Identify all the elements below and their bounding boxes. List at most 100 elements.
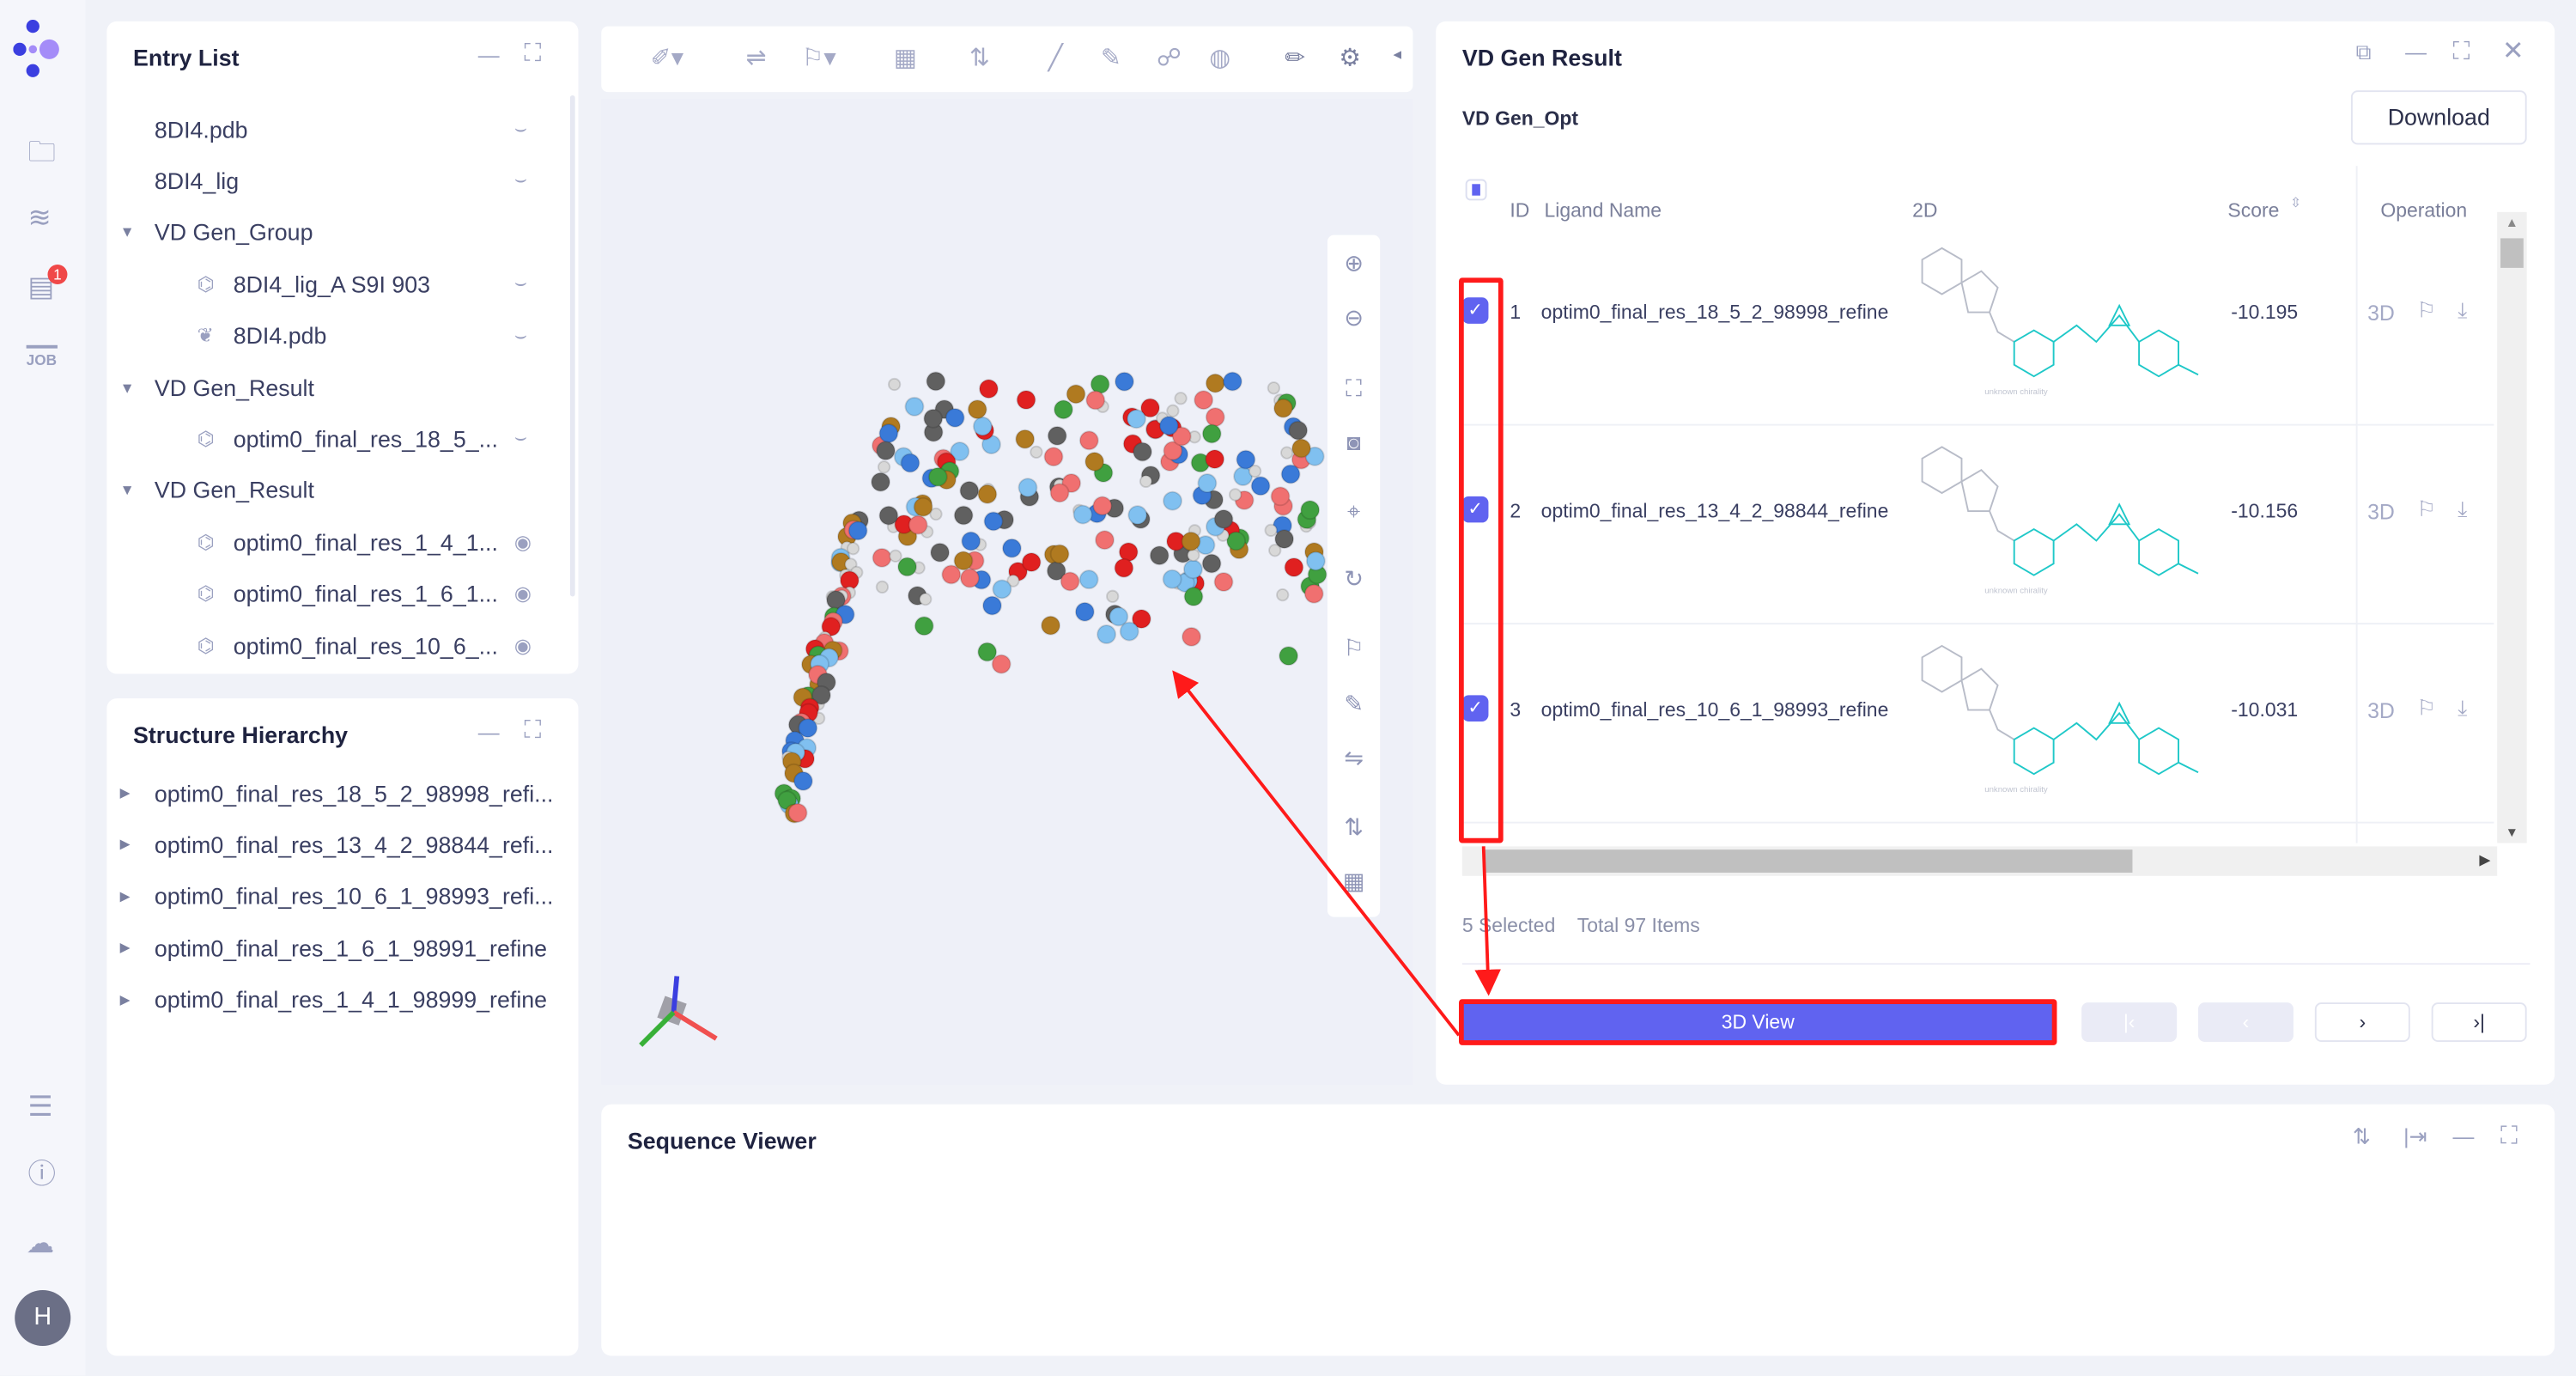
help-icon[interactable]: ⓘ [27,1158,57,1190]
caret-down-icon[interactable]: ▼ [119,482,135,499]
entry-item[interactable]: ⌬ optim0_final_res_1_4_1... ◉ [106,516,567,567]
col-score[interactable]: Score [2227,198,2280,222]
eye-closed-icon[interactable]: ⌣ [513,426,527,450]
row-checkbox[interactable]: ✓ [1461,496,1489,523]
prev-page-button[interactable]: ‹ [2197,1002,2293,1043]
style-icon[interactable]: ⇋ [1344,744,1364,771]
caret-right-icon[interactable]: ▶ [119,991,131,1008]
job-icon[interactable]: JOB [26,344,58,368]
layers-flask-icon[interactable]: ≋ [27,202,52,234]
download-icon[interactable]: ⤓ [2458,496,2468,521]
edit-icon[interactable]: ✏ [1285,44,1306,73]
minimize-icon[interactable]: — [2405,39,2427,64]
caret-down-icon[interactable]: ▼ [119,223,135,240]
eye-closed-icon[interactable]: ⌣ [513,271,527,295]
bookmark-add-icon[interactable]: ⚐ [2416,297,2436,323]
maximize-icon[interactable]: ⛶ [2452,38,2470,66]
hierarchy-item[interactable]: ▶ optim0_final_res_1_6_1_98991_refine [106,922,567,973]
surface-icon[interactable]: ▦ [893,44,917,73]
maximize-icon[interactable]: ⛶ [524,39,542,68]
list-icon[interactable]: ☰ [27,1091,53,1123]
swap-icon[interactable]: ⇅ [2352,1123,2371,1149]
screenshot-icon[interactable]: ◙ [1346,429,1361,455]
caret-right-icon[interactable]: ▶ [119,940,131,955]
measure-icon[interactable]: ✎ [1344,690,1364,717]
table-row[interactable]: ✓ 3 optim0_final_res_10_6_1_98993_refine… [1459,624,2494,824]
rotate-icon[interactable]: ↻ [1344,565,1364,592]
close-icon[interactable]: ✕ [2501,38,2524,66]
avatar[interactable]: H [15,1289,71,1346]
entry-item[interactable]: ▼ VD Gen_Result [106,362,567,412]
settings-icon[interactable]: ⚙ [1339,44,1362,73]
vertical-scrollbar[interactable]: ▲ ▼ [2497,211,2527,843]
hierarchy-item[interactable]: ▶ optim0_final_res_1_4_1_98999_refine [106,974,567,1025]
new-folder-icon[interactable]: 🗀 [27,136,57,168]
caret-right-icon[interactable]: ▶ [119,785,131,801]
entry-item[interactable]: ▼ VD Gen_Group [106,207,567,258]
cloud-icon[interactable]: ☁ [26,1227,55,1259]
row-checkbox[interactable]: ✓ [1461,297,1489,324]
minimize-icon[interactable]: — [2452,1123,2475,1149]
caret-down-icon[interactable]: ▼ [119,379,135,396]
entry-item[interactable]: ▼ VD Gen_Result [106,465,567,515]
last-page-button[interactable]: ›| [2431,1002,2527,1043]
wrap-icon[interactable]: |⇥ [2403,1123,2427,1149]
3d-view-button[interactable]: 3D View [1459,999,2057,1045]
link-icon[interactable]: ☍ [1156,44,1182,73]
caret-right-icon[interactable]: ▶ [119,888,131,904]
hierarchy-item[interactable]: ▶ optim0_final_res_10_6_1_98993_refi... [106,871,567,922]
entry-item[interactable]: ⌬ optim0_final_res_10_6_... ◉ [106,619,567,670]
table-row[interactable]: ✓ 2 optim0_final_res_13_4_2_98844_refine… [1459,426,2494,625]
entry-item[interactable]: ⌬ 8DI4_lig_A S9I 903 ⌣ [106,259,567,309]
3d-viewer[interactable]: ⊕ ⊖ ⛶ ◙ ⌖ ↻ ⚐ ✎ ⇋ ⇅ ▦ [601,98,1413,1085]
table-row[interactable]: ✓ 1 optim0_final_res_18_5_2_98998_refine… [1459,227,2494,426]
bookmark-icon[interactable]: ⚐▾ [801,44,836,73]
surface-icon[interactable]: ▦ [1342,868,1365,894]
maximize-icon[interactable]: ⛶ [2500,1122,2518,1151]
eye-closed-icon[interactable]: ⌣ [513,116,527,140]
pen-icon[interactable]: ✐▾ [650,44,684,73]
caret-right-icon[interactable]: ▶ [119,837,131,852]
popout-icon[interactable]: ⧉ [2355,39,2372,64]
entry-item[interactable]: 8DI4_lig ⌣ [106,155,567,206]
hierarchy-item[interactable]: ▶ optim0_final_res_18_5_2_98998_refi... [106,768,567,819]
eye-icon[interactable]: ◉ [513,581,532,606]
maximize-icon[interactable]: ⛶ [524,716,542,745]
eye-closed-icon[interactable]: ⌣ [513,323,527,346]
first-page-button[interactable]: |‹ [2081,1002,2178,1043]
entry-item[interactable]: 8DI4.pdb ⌣ [106,104,567,155]
3d-link[interactable]: 3D [2367,698,2395,723]
overlay-icon[interactable]: ◍ [1209,44,1231,73]
sort-icon[interactable]: ⇳ [2290,195,2301,210]
zoom-in-icon[interactable]: ⊕ [1344,249,1364,277]
zoom-out-icon[interactable]: ⊖ [1344,303,1364,331]
swap-icon[interactable]: ⇅ [969,44,990,73]
eye-icon[interactable]: ◉ [513,530,532,554]
entry-item[interactable]: ❦ 8DI4.pdb ⌣ [106,310,567,361]
minimize-icon[interactable]: — [477,42,500,68]
horizontal-scrollbar[interactable]: ▶ [1461,846,2498,876]
entry-item[interactable]: ⌬ optim0_final_res_18_5_... ⌣ [106,413,567,464]
download-icon[interactable]: ⤓ [2458,695,2468,721]
minimize-icon[interactable]: — [477,720,500,745]
3d-link[interactable]: 3D [2367,301,2395,326]
center-icon[interactable]: ⌖ [1346,497,1361,525]
fit-view-icon[interactable]: ⛶ [1346,374,1362,401]
bookmark-add-icon[interactable]: ⚐ [2416,695,2436,721]
row-checkbox[interactable]: ✓ [1461,695,1489,721]
collapse-icon[interactable]: ◂ [1393,46,1402,64]
eye-icon[interactable]: ◉ [513,633,532,657]
3d-link[interactable]: 3D [2367,499,2395,525]
download-button[interactable]: Download [2350,90,2527,145]
measure-icon[interactable]: ✎ [1100,44,1121,73]
bookmark-icon[interactable]: ⚐ [1343,634,1364,661]
next-page-button[interactable]: › [2314,1002,2410,1043]
bookmark-add-icon[interactable]: ⚐ [2416,496,2436,521]
scrollbar[interactable] [569,94,575,597]
style-icon[interactable]: ⇌ [745,44,767,73]
download-icon[interactable]: ⤓ [2458,297,2468,323]
line-icon[interactable]: ╱ [1048,44,1063,73]
swap-icon[interactable]: ⇅ [1344,813,1364,840]
hierarchy-item[interactable]: ▶ optim0_final_res_13_4_2_98844_refi... [106,819,567,870]
select-all-checkbox[interactable] [1465,179,1487,201]
